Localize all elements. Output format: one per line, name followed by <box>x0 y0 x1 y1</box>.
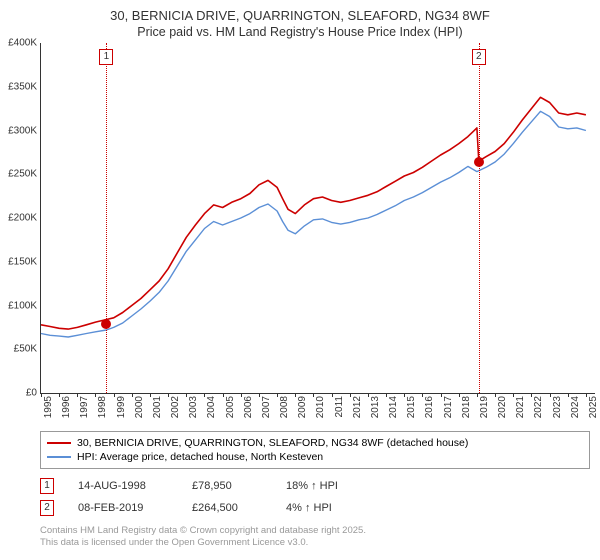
transaction-row: 1 14-AUG-1998 £78,950 18% ↑ HPI <box>40 475 590 497</box>
event-line <box>106 43 107 393</box>
x-axis-label: 2016 <box>424 396 435 418</box>
x-axis-label: 2006 <box>243 396 254 418</box>
legend-swatch <box>47 456 71 458</box>
legend-label: 30, BERNICIA DRIVE, QUARRINGTON, SLEAFOR… <box>77 437 468 449</box>
address_series <box>41 97 586 329</box>
x-axis-label: 1996 <box>61 396 72 418</box>
legend-label: HPI: Average price, detached house, Nort… <box>77 451 323 463</box>
x-axis-labels: 1995 1996 1997 1998 1999 2000 2001 2002 2003 2004… <box>40 393 594 423</box>
chart-subtitle: Price paid vs. HM Land Registry's House … <box>10 25 590 39</box>
transaction-marker: 1 <box>40 478 54 494</box>
x-axis-label: 1998 <box>97 396 108 418</box>
x-axis-label: 1995 <box>43 396 54 418</box>
chart-container: 30, BERNICIA DRIVE, QUARRINGTON, SLEAFOR… <box>0 0 600 550</box>
event-label: 2 <box>472 49 486 65</box>
title-block: 30, BERNICIA DRIVE, QUARRINGTON, SLEAFOR… <box>0 0 600 43</box>
x-axis-label: 2023 <box>552 396 563 418</box>
transaction-date: 08-FEB-2019 <box>78 502 168 514</box>
x-axis-label: 2013 <box>370 396 381 418</box>
x-axis-label: 2009 <box>297 396 308 418</box>
x-axis-label: 2022 <box>533 396 544 418</box>
footer: Contains HM Land Registry data © Crown c… <box>40 525 590 550</box>
y-axis-label: £100K <box>1 300 37 311</box>
x-axis-label: 2017 <box>443 396 454 418</box>
x-axis-label: 2007 <box>261 396 272 418</box>
transaction-price: £264,500 <box>192 502 262 514</box>
footer-line: Contains HM Land Registry data © Crown c… <box>40 525 590 537</box>
y-axis-label: £200K <box>1 213 37 224</box>
legend-item: HPI: Average price, detached house, Nort… <box>47 450 583 464</box>
x-axis-label: 2019 <box>479 396 490 418</box>
transaction-hpi: 18% ↑ HPI <box>286 480 376 492</box>
y-axis-label: £300K <box>1 125 37 136</box>
x-axis-label: 2018 <box>461 396 472 418</box>
x-axis-label: 2024 <box>570 396 581 418</box>
x-axis-label: 2012 <box>352 396 363 418</box>
x-axis-label: 2008 <box>279 396 290 418</box>
transaction-price: £78,950 <box>192 480 262 492</box>
x-axis-label: 2004 <box>206 396 217 418</box>
chart-lines <box>41 43 595 393</box>
plot-area: £0£50K£100K£150K£200K£250K£300K£350K£400… <box>40 43 595 394</box>
transaction-hpi: 4% ↑ HPI <box>286 502 376 514</box>
x-axis-label: 1997 <box>79 396 90 418</box>
y-axis-label: £400K <box>1 38 37 49</box>
x-axis-label: 2015 <box>406 396 417 418</box>
footer-line: This data is licensed under the Open Gov… <box>40 537 590 549</box>
legend-item: 30, BERNICIA DRIVE, QUARRINGTON, SLEAFOR… <box>47 436 583 450</box>
transaction-date: 14-AUG-1998 <box>78 480 168 492</box>
y-axis-label: £150K <box>1 256 37 267</box>
x-axis-label: 2011 <box>334 396 345 418</box>
plot-wrap: £0£50K£100K£150K£200K£250K£300K£350K£400… <box>40 43 594 393</box>
x-axis-label: 2005 <box>225 396 236 418</box>
event-line <box>479 43 480 393</box>
legend: 30, BERNICIA DRIVE, QUARRINGTON, SLEAFOR… <box>40 431 590 469</box>
hpi_series <box>41 111 586 337</box>
x-axis-label: 2010 <box>315 396 326 418</box>
event-marker <box>474 157 484 167</box>
x-axis-label: 2001 <box>152 396 163 418</box>
x-axis-label: 2000 <box>134 396 145 418</box>
y-axis-label: £50K <box>1 344 37 355</box>
y-axis-label: £350K <box>1 81 37 92</box>
x-axis-label: 2021 <box>515 396 526 418</box>
x-axis-label: 1999 <box>116 396 127 418</box>
x-axis-label: 2003 <box>188 396 199 418</box>
x-axis-label: 2002 <box>170 396 181 418</box>
x-axis-label: 2020 <box>497 396 508 418</box>
chart-title: 30, BERNICIA DRIVE, QUARRINGTON, SLEAFOR… <box>10 8 590 23</box>
y-axis-label: £250K <box>1 169 37 180</box>
transaction-marker: 2 <box>40 500 54 516</box>
transaction-row: 2 08-FEB-2019 £264,500 4% ↑ HPI <box>40 497 590 519</box>
x-axis-label: 2025 <box>588 396 599 418</box>
event-label: 1 <box>99 49 113 65</box>
transaction-table: 1 14-AUG-1998 £78,950 18% ↑ HPI 2 08-FEB… <box>40 475 590 519</box>
legend-swatch <box>47 442 71 444</box>
y-axis-label: £0 <box>1 388 37 399</box>
x-axis-label: 2014 <box>388 396 399 418</box>
